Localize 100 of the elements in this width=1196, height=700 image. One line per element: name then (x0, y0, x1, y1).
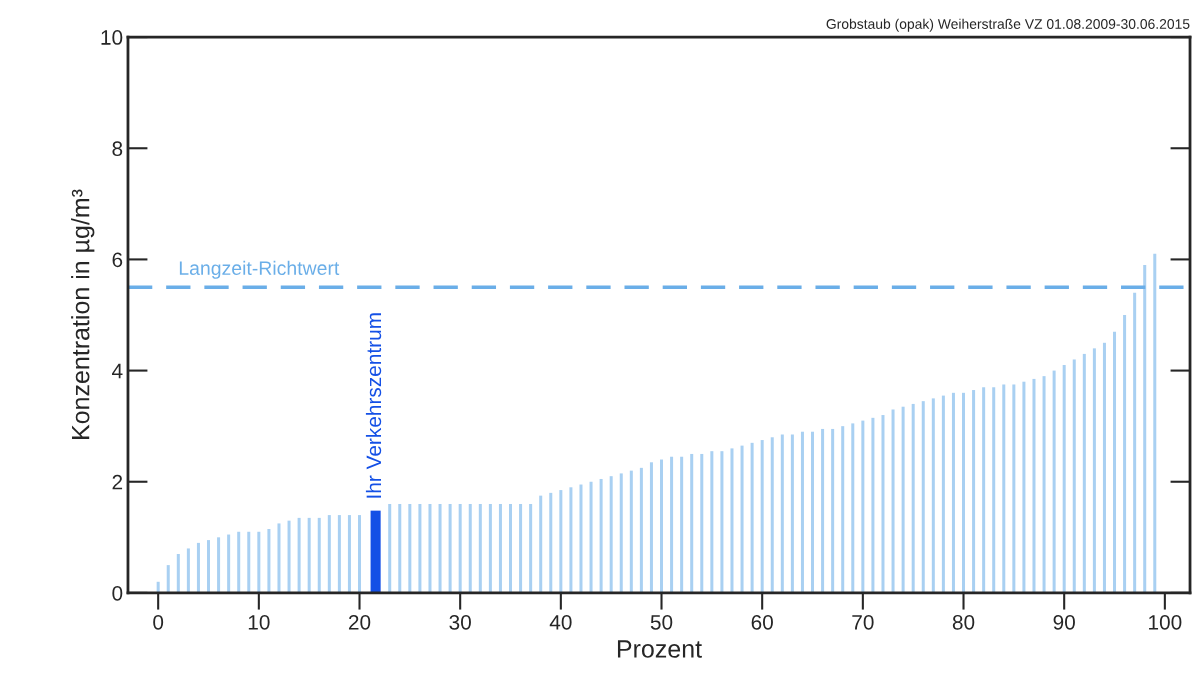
x-tick-label: 10 (248, 614, 270, 630)
bar (468, 503, 472, 593)
bar (921, 401, 925, 593)
bar (881, 415, 885, 593)
bar (539, 495, 543, 593)
bar (498, 503, 502, 593)
x-tick-label: 60 (751, 614, 773, 630)
bar (186, 548, 190, 593)
y-tick-label: 10 (101, 30, 123, 45)
bar (861, 420, 865, 593)
bar (529, 503, 533, 593)
x-tick-label: 100 (1149, 614, 1182, 630)
y-tick-label: 0 (112, 585, 123, 601)
bar (690, 453, 694, 593)
y-tick-label: 2 (112, 474, 123, 490)
bar (337, 515, 341, 593)
x-tick-label: 50 (650, 614, 673, 630)
bar (257, 531, 261, 593)
bar (941, 395, 945, 593)
bar (176, 553, 180, 593)
bar (237, 531, 241, 593)
bar (478, 503, 482, 593)
ref-line-label: Langzeit-Richtwert (179, 260, 340, 279)
bar (1042, 376, 1046, 593)
bar (217, 537, 221, 593)
bar (438, 503, 442, 593)
bar (448, 503, 452, 593)
bar (388, 503, 392, 593)
bar (347, 515, 351, 593)
bar (1082, 353, 1086, 593)
bar (730, 448, 734, 593)
bar (911, 403, 915, 593)
bar (931, 398, 935, 593)
bar (458, 503, 462, 593)
bar (660, 459, 664, 593)
bar (1062, 365, 1066, 593)
bar (1123, 315, 1127, 593)
bar (700, 453, 704, 593)
bar (951, 392, 955, 593)
bar (196, 542, 200, 593)
bar (891, 409, 895, 593)
bar (831, 428, 835, 593)
bar (166, 565, 170, 593)
bar (619, 473, 623, 593)
bar (549, 492, 553, 593)
bar (207, 540, 211, 593)
bar (901, 406, 905, 593)
bar (609, 476, 613, 593)
bar (307, 517, 311, 593)
bar (841, 426, 845, 593)
y-tick-label: 4 (112, 363, 123, 379)
bar (327, 515, 331, 593)
bar (1012, 384, 1016, 593)
x-tick-label: 80 (952, 614, 975, 630)
bar (1153, 253, 1157, 593)
bar (408, 503, 412, 593)
bar (720, 451, 724, 593)
bar (649, 462, 653, 593)
bar (509, 503, 513, 593)
bar (398, 503, 402, 593)
bar (267, 528, 271, 593)
bar (992, 387, 996, 593)
bar (811, 431, 815, 593)
x-axis-title: Prozent (617, 640, 702, 658)
bar (297, 517, 301, 593)
bar (1133, 292, 1137, 593)
bar (1002, 384, 1006, 593)
bar (982, 387, 986, 593)
bar (1143, 264, 1147, 593)
bar (227, 534, 231, 593)
bar (851, 423, 855, 593)
bar (760, 440, 764, 593)
bar (821, 428, 825, 593)
bar (972, 390, 976, 593)
bar (770, 437, 774, 593)
bar (710, 451, 714, 593)
bar (370, 510, 381, 593)
bar (962, 392, 966, 593)
bar (488, 503, 492, 593)
bar (589, 481, 593, 593)
bar (670, 456, 674, 593)
bar (800, 431, 804, 593)
bar (569, 487, 573, 593)
x-tick-label: 90 (1053, 614, 1075, 630)
bar (428, 503, 432, 593)
bar (599, 478, 603, 593)
x-tick-label: 30 (449, 614, 471, 630)
bar (639, 467, 643, 593)
x-tick-label: 20 (348, 614, 371, 630)
bar (317, 517, 321, 593)
bar (519, 503, 523, 593)
bar (559, 490, 563, 593)
bar (358, 515, 362, 593)
bar (1052, 370, 1056, 593)
y-axis-title: Konzentration in µg/m³ (71, 189, 95, 439)
x-tick-label: 70 (852, 614, 874, 630)
bar (287, 520, 291, 593)
bar (680, 456, 684, 593)
x-tick-label: 0 (153, 614, 164, 630)
bar (1032, 378, 1036, 593)
